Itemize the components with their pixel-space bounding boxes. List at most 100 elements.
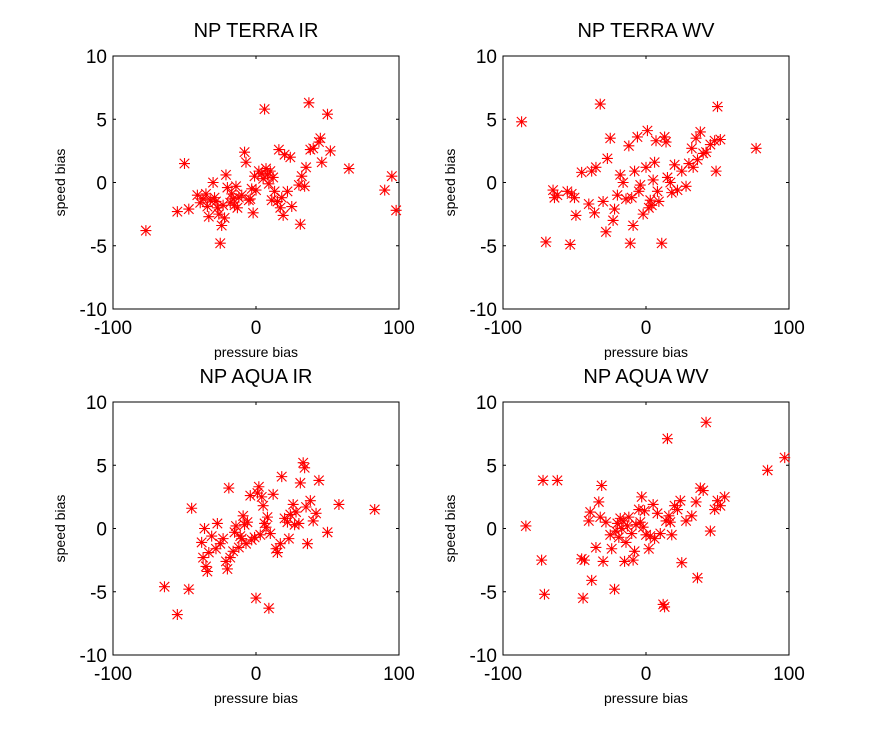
data-point (267, 488, 279, 500)
data-point (313, 136, 325, 148)
data-point (671, 504, 683, 516)
data-point (207, 177, 219, 188)
data-point (597, 195, 609, 207)
data-point (516, 116, 528, 128)
x-tick-label: -100 (484, 664, 522, 685)
data-point (779, 452, 791, 464)
data-point (171, 206, 183, 218)
data-point (300, 161, 312, 173)
data-point (604, 529, 616, 541)
data-point (269, 185, 281, 197)
data-point (663, 510, 675, 522)
data-point (676, 165, 688, 177)
data-point (271, 547, 283, 559)
y-axis-label: speed bias (442, 495, 458, 563)
data-point (283, 533, 295, 545)
data-point (322, 108, 333, 120)
data-point (287, 498, 299, 510)
data-point (217, 533, 229, 545)
data-point (671, 184, 683, 196)
y-tick-label: -5 (90, 583, 107, 604)
data-point (264, 528, 276, 540)
data-point (179, 158, 190, 170)
plot-area (112, 55, 400, 310)
data-point (661, 433, 673, 445)
y-axis-label: speed bias (442, 149, 458, 217)
data-point (664, 177, 676, 188)
x-axis-label: pressure bias (214, 690, 298, 706)
data-point (246, 183, 258, 195)
data-point (281, 516, 293, 528)
data-point (700, 146, 712, 158)
data-point (629, 545, 641, 557)
data-point (197, 193, 209, 205)
data-point (201, 201, 213, 213)
data-point (620, 536, 632, 548)
data-point (649, 533, 661, 545)
data-point (261, 511, 273, 523)
data-point (279, 149, 291, 161)
data-point (254, 529, 266, 541)
data-point (636, 491, 648, 503)
data-point (196, 536, 208, 548)
data-point (579, 554, 591, 566)
data-point (666, 529, 678, 541)
x-axis-label: pressure bias (604, 344, 688, 360)
y-tick-label: 5 (96, 456, 107, 477)
data-point (680, 180, 692, 192)
data-point (300, 501, 312, 513)
data-point (297, 457, 309, 469)
data-point (230, 520, 242, 532)
data-point (186, 502, 198, 514)
y-tick-label: 0 (96, 174, 107, 195)
data-point (714, 500, 726, 512)
data-point (316, 156, 328, 168)
data-point (551, 189, 563, 201)
data-point (284, 509, 296, 521)
data-point (660, 136, 672, 148)
data-point (256, 491, 268, 503)
x-axis-label: pressure bias (604, 690, 688, 706)
data-point (614, 169, 626, 181)
data-point (619, 555, 631, 567)
data-point (201, 566, 213, 578)
y-tick-label: 5 (486, 110, 497, 131)
data-point (623, 140, 635, 152)
data-point (244, 193, 256, 205)
panel-title: NP AQUA WV (583, 366, 709, 388)
data-point (263, 178, 275, 190)
data-point (520, 520, 532, 532)
data-point (211, 517, 223, 529)
y-tick-label: 0 (486, 520, 497, 541)
data-point (654, 528, 666, 540)
data-point (279, 512, 291, 524)
data-point (650, 135, 662, 147)
data-point (264, 165, 276, 177)
data-point (260, 521, 272, 533)
x-tick-label: 100 (383, 664, 415, 685)
data-point (226, 188, 238, 200)
data-point (710, 165, 722, 177)
data-point (234, 530, 246, 542)
y-tick-label: -5 (480, 583, 497, 604)
data-point (183, 583, 195, 595)
data-point (659, 131, 671, 143)
data-point (289, 519, 301, 531)
data-point (307, 142, 319, 154)
data-point (630, 519, 642, 531)
data-point (220, 169, 232, 181)
data-point (253, 481, 265, 493)
data-point (606, 543, 618, 555)
x-tick-label: -100 (94, 664, 132, 685)
plot-area (502, 55, 790, 310)
data-point (261, 169, 273, 181)
data-point (200, 560, 212, 572)
data-point (593, 496, 605, 508)
data-point (583, 515, 595, 527)
data-point (697, 485, 709, 497)
data-point (227, 193, 239, 205)
data-point (209, 192, 221, 204)
data-point (653, 195, 665, 207)
data-point (627, 554, 639, 566)
data-point (647, 498, 659, 510)
